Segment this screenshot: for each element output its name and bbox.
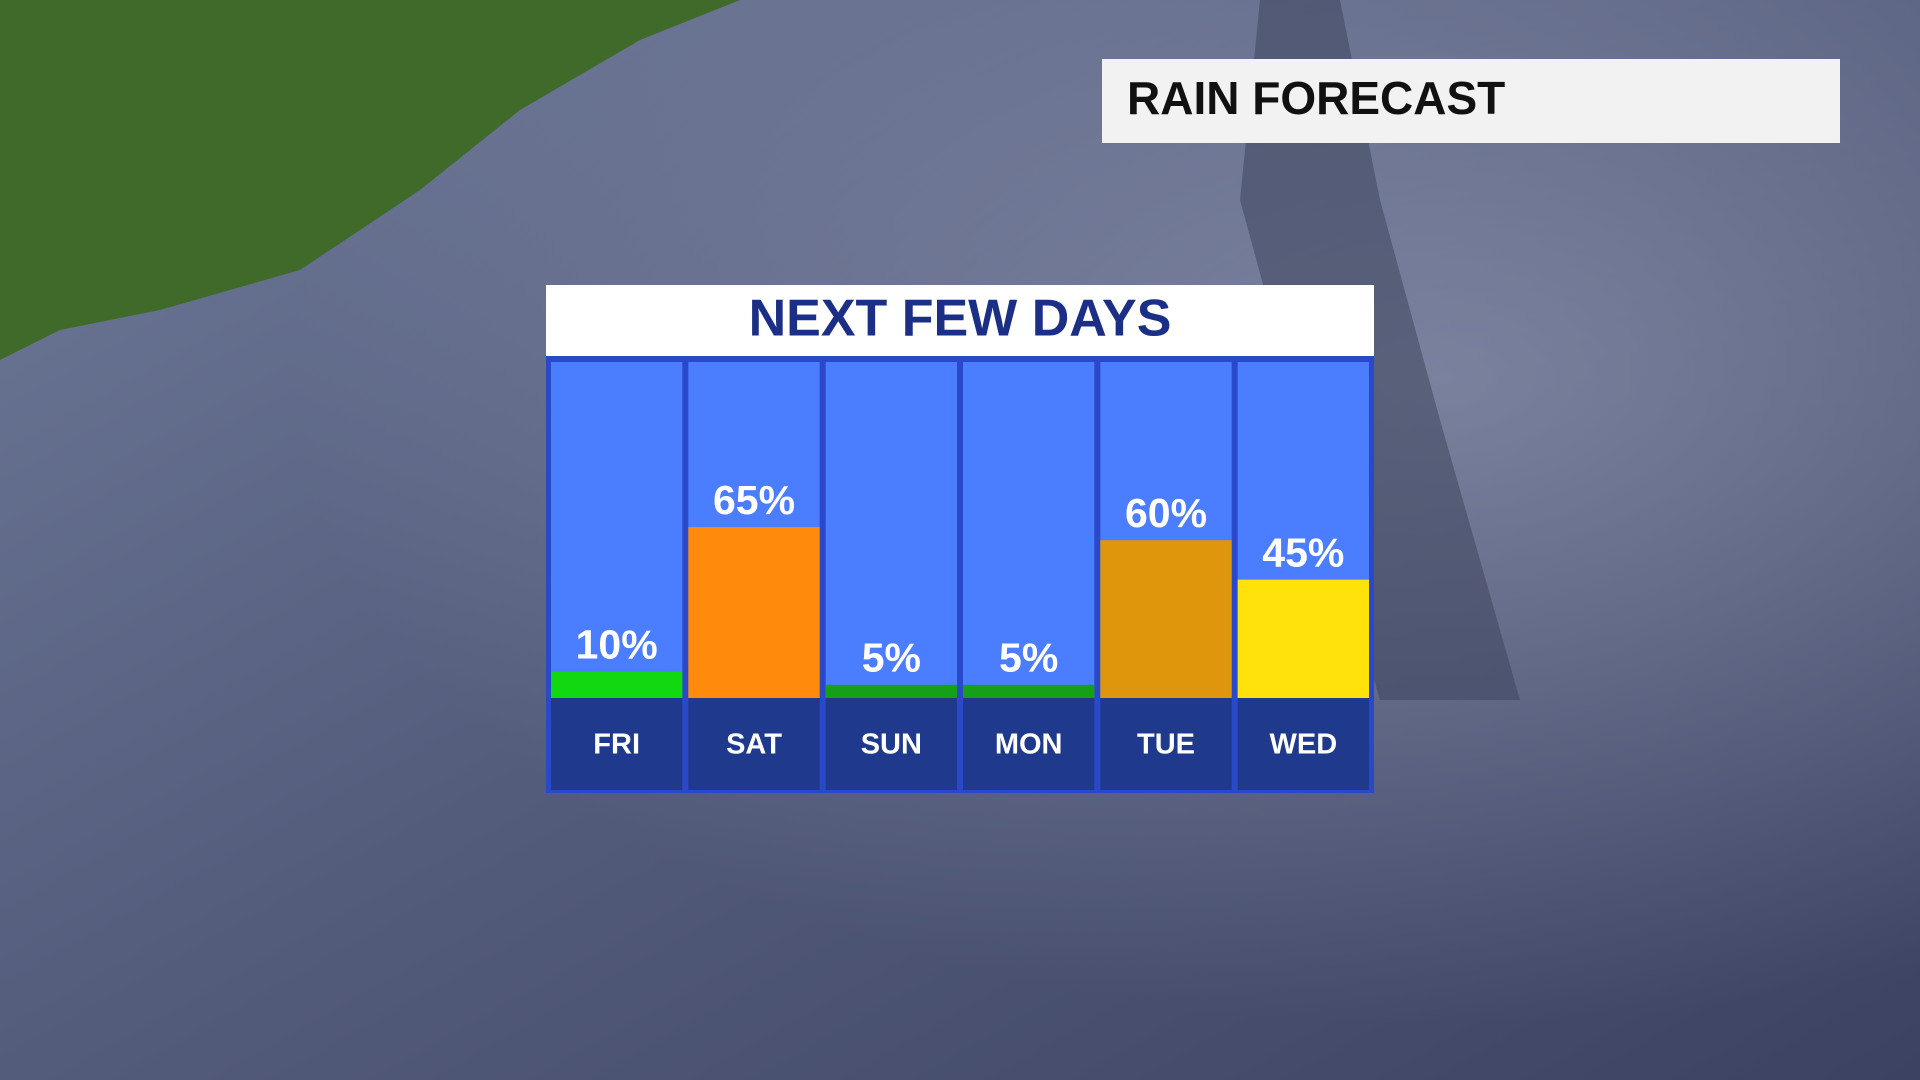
value-label: 60%	[1125, 490, 1207, 536]
bar	[1237, 579, 1369, 698]
header-box	[1102, 59, 1840, 143]
chart-title: NEXT FEW DAYS	[749, 290, 1172, 348]
day-band	[1237, 698, 1369, 790]
day-band	[688, 698, 820, 790]
bar	[1100, 540, 1232, 698]
value-label: 45%	[1262, 529, 1344, 575]
value-label: 5%	[862, 635, 921, 681]
x-tick-label: SUN	[861, 729, 922, 761]
bar	[551, 671, 683, 698]
day-band	[1100, 698, 1232, 790]
header-title: RAIN FORECAST	[1127, 72, 1505, 124]
bar	[825, 684, 957, 698]
x-tick-label: TUE	[1137, 729, 1195, 761]
value-label: 65%	[713, 477, 795, 523]
x-tick-label: SAT	[726, 729, 782, 761]
x-tick-label: MON	[995, 729, 1063, 761]
column	[551, 362, 683, 698]
bar	[963, 684, 1095, 698]
day-band	[963, 698, 1095, 790]
x-tick-label: WED	[1269, 729, 1337, 761]
x-tick-label: FRI	[593, 729, 640, 761]
column	[825, 362, 957, 698]
bar	[688, 527, 820, 698]
day-band	[825, 698, 957, 790]
value-label: 10%	[576, 622, 658, 668]
day-band	[551, 698, 683, 790]
tree-reflection	[1240, 0, 1520, 700]
value-label: 5%	[999, 635, 1058, 681]
title-band	[546, 285, 1374, 356]
column	[963, 362, 1095, 698]
grass	[0, 0, 740, 360]
chart-panel: NEXT FEW DAYS	[546, 285, 1374, 793]
panel-frame	[546, 285, 1374, 793]
